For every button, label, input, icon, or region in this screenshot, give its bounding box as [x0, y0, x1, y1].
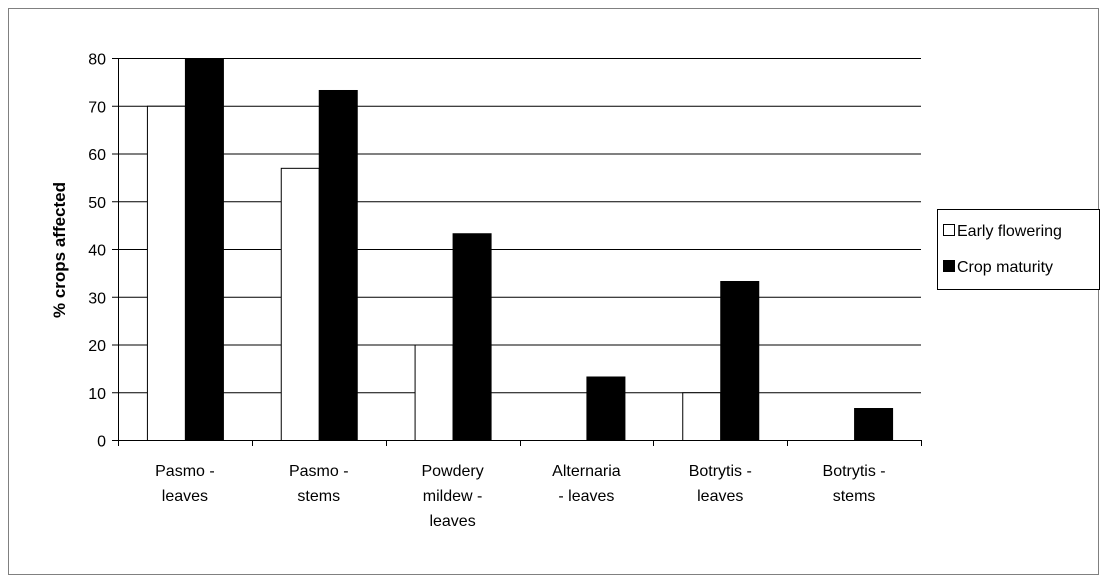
- legend-label: Early flowering: [957, 223, 1062, 240]
- y-tick-label: 10: [88, 386, 106, 403]
- y-tick-label: 20: [88, 338, 106, 355]
- x-tick-label-line: mildew -: [423, 488, 483, 505]
- bar-early-flowering: [280, 167, 320, 441]
- gridlines: [118, 58, 921, 394]
- bar-crop-maturity: [854, 408, 894, 442]
- bars: [146, 58, 894, 442]
- x-tick-label-line: stems: [833, 488, 876, 505]
- bar-crop-maturity: [586, 376, 626, 441]
- x-tick-label: Botrytis - stems: [823, 463, 886, 505]
- y-tick-label: 60: [88, 147, 106, 164]
- bar-early-flowering: [414, 344, 454, 441]
- y-tick-labels: 0 10 20 30 40 50 60 70 80: [88, 52, 106, 451]
- bar-early-flowering: [146, 105, 186, 441]
- legend-label: Crop maturity: [957, 259, 1053, 276]
- x-tick-labels: Pasmo - leaves Pasmo - stems Powdery mildew -…: [155, 463, 886, 530]
- bar-crop-maturity: [720, 280, 760, 441]
- legend-box: [937, 209, 1100, 290]
- y-axis-label: % crops affected: [50, 182, 69, 318]
- x-tick-label: Powdery mildew - leaves: [421, 463, 483, 530]
- bar-early-flowering: [682, 392, 722, 441]
- x-tick-label: Pasmo - leaves: [155, 463, 215, 505]
- bar-crop-maturity: [318, 89, 358, 442]
- x-tick-label: Alternaria - leaves: [552, 463, 621, 505]
- axes: [112, 58, 922, 446]
- y-tick-label: 80: [88, 52, 106, 69]
- bar-crop-maturity: [452, 233, 492, 441]
- y-tick-label: 30: [88, 290, 106, 307]
- x-tick-label-line: Pasmo -: [289, 463, 349, 480]
- x-tick-label-line: - leaves: [558, 488, 614, 505]
- legend: Early flowering Crop maturity: [937, 209, 1100, 290]
- y-tick-label: 50: [88, 195, 106, 212]
- x-tick-label-line: leaves: [697, 488, 743, 505]
- x-tick-label-line: leaves: [429, 513, 475, 530]
- y-tick-label: 40: [88, 243, 106, 260]
- legend-swatch-crop-maturity: [943, 260, 955, 272]
- x-tick-label-line: Pasmo -: [155, 463, 215, 480]
- bar-crop-maturity: [184, 58, 224, 441]
- x-tick-label: Botrytis - leaves: [689, 463, 752, 505]
- x-tick-label-line: Botrytis -: [823, 463, 886, 480]
- x-tick-label-line: Powdery: [421, 463, 483, 480]
- x-tick-label-line: stems: [297, 488, 340, 505]
- x-tick-label-line: Botrytis -: [689, 463, 752, 480]
- legend-swatch-early-flowering: [943, 224, 955, 236]
- x-tick-label-line: leaves: [162, 488, 208, 505]
- y-tick-label: 0: [97, 434, 106, 451]
- y-tick-label: 70: [88, 99, 106, 116]
- x-tick-label-line: Alternaria: [552, 463, 621, 480]
- x-tick-label: Pasmo - stems: [289, 463, 349, 505]
